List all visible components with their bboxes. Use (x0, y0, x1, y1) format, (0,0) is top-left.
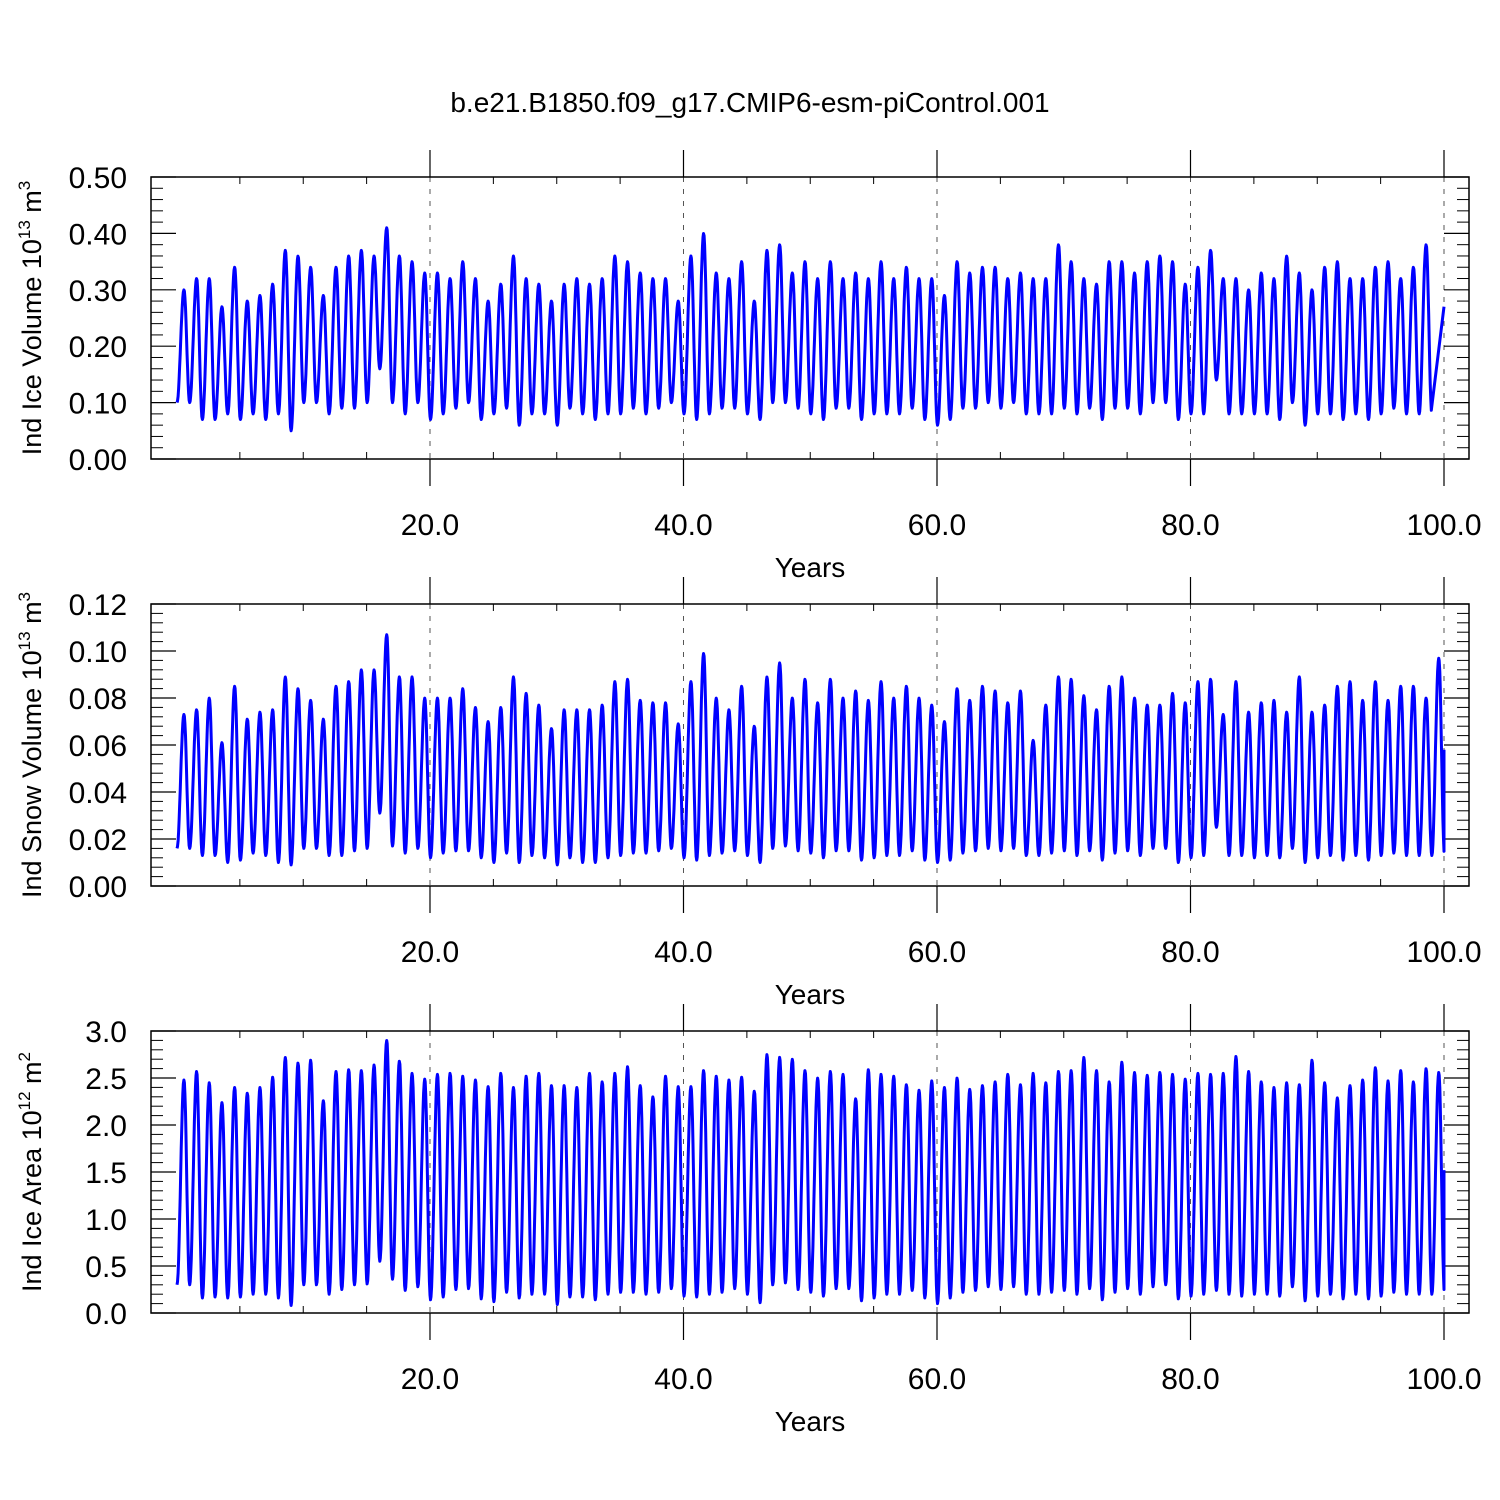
y-tick-label: 1.0 (85, 1204, 127, 1237)
chart-panel-2: 0.00 0.02 0.04 0.06 0.08 0.10 0.12 20.0 40.0 60.0… (15, 577, 1482, 1010)
y-axis-title: Ind Ice Volume 1013 m3 (15, 181, 47, 456)
chart-panel-1: 0.00 0.10 0.20 0.30 0.40 0.50 20.0 40.0 60.0 80.0… (15, 150, 1482, 583)
x-tick-label: 60.0 (908, 936, 966, 969)
y-tick-label: 2.0 (85, 1110, 127, 1143)
y-tick-label: 1.5 (85, 1157, 127, 1190)
y-tick-label: 0.10 (69, 636, 127, 669)
x-tick-label: 40.0 (654, 1363, 712, 1396)
x-tick-label: 100.0 (1406, 936, 1481, 969)
x-tick-label: 80.0 (1161, 509, 1219, 542)
y-axis-title: Ind Snow Volume 1013 m3 (15, 592, 47, 898)
y-tick-label: 0.40 (69, 218, 127, 251)
x-tick-label: 100.0 (1406, 509, 1481, 542)
x-tick-label: 20.0 (401, 936, 459, 969)
y-tick-label: 0.50 (69, 162, 127, 195)
x-tick-label: 20.0 (401, 509, 459, 542)
x-axis-title: Years (775, 552, 846, 583)
x-tick-label: 100.0 (1406, 1363, 1481, 1396)
series-line (175, 633, 1446, 867)
y-tick-label: 0.00 (69, 444, 127, 477)
x-axis-title: Years (775, 1406, 846, 1437)
y-tick-label: 2.5 (85, 1063, 127, 1096)
y-tick-label: 0.04 (69, 777, 127, 810)
chart-panel-3: 0.0 0.5 1.0 1.5 2.0 2.5 3.0 20.0 40.0 60.0 80.0 100… (15, 1004, 1482, 1437)
y-tick-label: 0.00 (69, 871, 127, 904)
x-tick-label: 80.0 (1161, 1363, 1219, 1396)
y-tick-label: 0.12 (69, 589, 127, 622)
x-tick-label: 20.0 (401, 1363, 459, 1396)
x-axis-title: Years (775, 979, 846, 1010)
y-tick-label: 0.5 (85, 1251, 127, 1284)
y-tick-label: 0.02 (69, 824, 127, 857)
x-tick-label: 60.0 (908, 1363, 966, 1396)
chart-title: b.e21.B1850.f09_g17.CMIP6-esm-piControl.… (450, 87, 1049, 118)
y-tick-label: 3.0 (85, 1016, 127, 1049)
y-tick-label: 0.20 (69, 331, 127, 364)
series-line (175, 1039, 1446, 1307)
series-line (175, 226, 1446, 433)
plot-frame (150, 1030, 1470, 1314)
y-tick-label: 0.10 (69, 388, 127, 421)
x-tick-label: 80.0 (1161, 936, 1219, 969)
x-tick-label: 40.0 (654, 936, 712, 969)
y-tick-label: 0.0 (85, 1298, 127, 1331)
plot-frame (150, 603, 1470, 887)
y-axis-title: Ind Ice Area 1012 m2 (15, 1052, 47, 1292)
x-tick-label: 60.0 (908, 509, 966, 542)
plot-frame (150, 176, 1470, 460)
x-tick-label: 40.0 (654, 509, 712, 542)
y-tick-label: 0.30 (69, 275, 127, 308)
y-tick-label: 0.08 (69, 683, 127, 716)
y-tick-label: 0.06 (69, 730, 127, 763)
